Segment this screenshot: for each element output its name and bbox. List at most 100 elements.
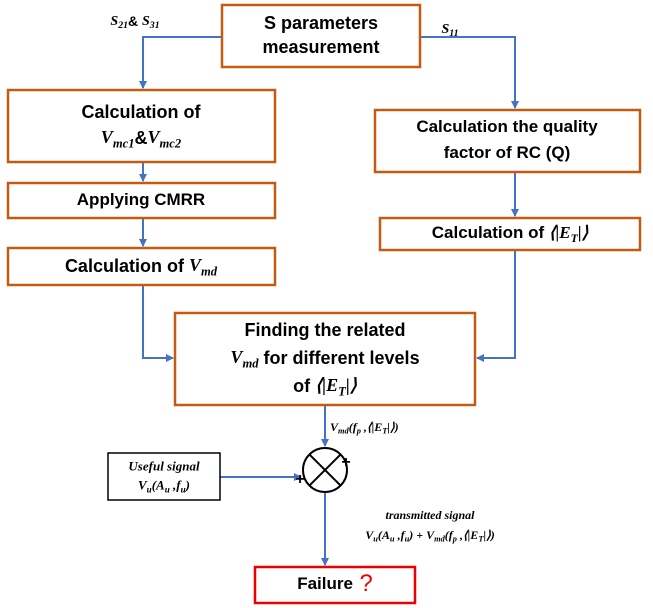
text-run: V [148, 127, 162, 147]
text-line: + [295, 471, 304, 488]
text-run: |⟩) [387, 420, 398, 434]
text-run: V [101, 127, 115, 147]
box [173, 311, 477, 407]
text-line: Calculation of Vmd [65, 255, 218, 278]
arrows [139, 36, 519, 566]
text-run: p [452, 535, 457, 544]
text-run: ) + V [408, 528, 435, 542]
text-run: & [135, 128, 148, 148]
text-run: |⟩) [483, 528, 494, 542]
text-run: (f [349, 420, 358, 434]
text-run: V [230, 347, 244, 367]
text-run: + [295, 471, 304, 488]
text-run: transmitted signal [385, 508, 475, 522]
text-run: S [142, 14, 150, 29]
text-line: Finding the related [244, 320, 405, 340]
text-line: transmitted signal [385, 508, 475, 522]
text-run: Failure [297, 574, 353, 593]
text-run: T [382, 427, 388, 436]
box [220, 3, 422, 69]
text-run: (f [445, 528, 454, 542]
text-line: measurement [262, 37, 379, 57]
text-run: S [441, 22, 449, 37]
arrow [139, 36, 222, 89]
text-run: ) [185, 477, 190, 492]
text-line: + [341, 454, 350, 471]
text-line: factor of RC (Q) [444, 143, 571, 162]
box [6, 181, 277, 220]
text-run: 31 [149, 20, 160, 31]
box [6, 246, 277, 287]
text-run: T [478, 535, 484, 544]
text-run: Useful signal [128, 458, 200, 473]
text-run: Calculation of [81, 102, 201, 122]
text-run: 11 [449, 28, 458, 39]
text-line: S11 [441, 22, 458, 39]
text-line: Vu(Au ,fu) + Vmd(fp ,⟨|ET|⟩) [365, 528, 495, 544]
text-run: ⟨|E [315, 375, 338, 395]
text-run: V [365, 528, 374, 542]
text-run: u [390, 535, 395, 544]
text-line: Calculation the quality [416, 117, 598, 136]
text-run: u [373, 535, 378, 544]
text-line: Calculation of ⟨|ET|⟩ [432, 223, 589, 245]
text-run: factor of RC (Q) [444, 143, 571, 162]
text-run: (A [378, 528, 390, 542]
text-line: Useful signal [128, 458, 200, 473]
text-run: Calculation of [65, 256, 189, 276]
text-run: u [405, 535, 410, 544]
text-run: T [571, 231, 579, 245]
text-run: md [201, 264, 218, 278]
text-run: mc2 [160, 136, 182, 150]
text-run: V [189, 255, 203, 275]
text-run: & [128, 13, 142, 29]
text-run: ,f [395, 528, 406, 542]
text-run: p [356, 427, 361, 436]
text-line: Vmd(fp ,⟨|ET|⟩) [330, 420, 399, 436]
text-run: (A [152, 477, 165, 492]
text-run: md [338, 427, 350, 436]
text-line: Calculation of [81, 102, 201, 122]
text-run: S [110, 14, 118, 29]
text-run: u [165, 484, 170, 494]
text-line: Vu(Au ,fu) [138, 477, 190, 494]
text-line: S21& S31 [110, 13, 159, 32]
text-run: ,⟨|E [361, 420, 382, 434]
text-run: md [242, 356, 259, 370]
text-run: of [293, 376, 315, 396]
text-run: mc1 [113, 136, 135, 150]
text-run: ,f [170, 477, 183, 492]
text-line: Applying CMRR [77, 190, 205, 209]
text-run: u [181, 484, 186, 494]
text-run: md [434, 535, 446, 544]
text-run: S parameters [264, 13, 378, 33]
text-run: u [147, 484, 152, 494]
box [373, 108, 642, 174]
failure-box [253, 565, 417, 605]
text-run: measurement [262, 37, 379, 57]
text-run: ? [353, 570, 373, 597]
text-run: V [138, 477, 148, 492]
text-line: S parameters [264, 13, 378, 33]
text-run: for different levels [259, 348, 420, 368]
text-run: Calculation the quality [416, 117, 598, 136]
text-line: of ⟨|ET|⟩ [293, 375, 358, 398]
text-run: V [330, 420, 339, 434]
input-box [107, 452, 221, 501]
summer [302, 447, 348, 493]
text-run: Finding the related [244, 320, 405, 340]
text-run: |⟩ [346, 375, 358, 395]
text-run: + [341, 454, 350, 471]
text-line: Failure ? [297, 570, 373, 597]
text-run: Applying CMRR [77, 190, 205, 209]
text-line: Vmd for different levels [230, 347, 419, 370]
arrow [142, 285, 174, 362]
text-line: Vmc1&Vmc2 [101, 127, 182, 150]
text-run: 21 [117, 20, 128, 31]
arrow [476, 250, 516, 362]
text-run: ⟨|E [549, 223, 571, 242]
text-run: T [338, 384, 347, 398]
text-run: Calculation of [432, 223, 549, 242]
text-run: ,⟨|E [457, 528, 478, 542]
